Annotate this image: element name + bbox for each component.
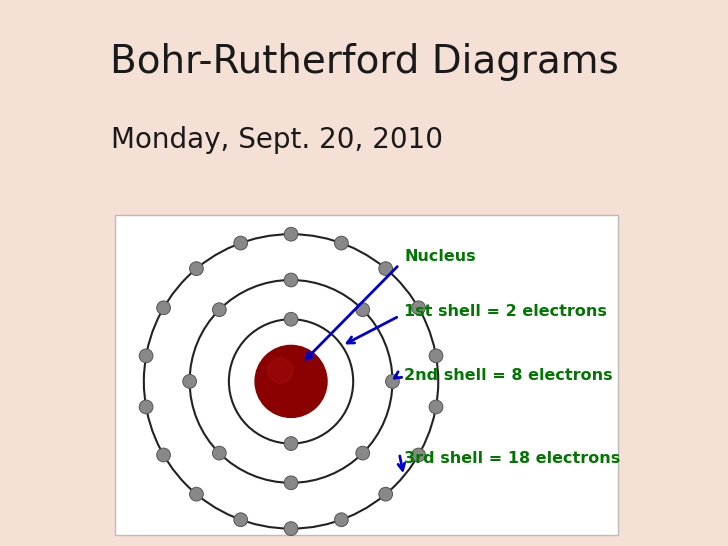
Text: 3rd shell = 18 electrons: 3rd shell = 18 electrons [404, 450, 620, 466]
Circle shape [255, 346, 327, 417]
Circle shape [189, 487, 203, 501]
Circle shape [335, 513, 348, 526]
Circle shape [356, 446, 370, 460]
Circle shape [157, 301, 170, 314]
Circle shape [356, 303, 370, 317]
Circle shape [139, 400, 153, 414]
Text: 2nd shell = 8 electrons: 2nd shell = 8 electrons [404, 367, 613, 383]
Circle shape [183, 375, 197, 388]
Circle shape [335, 236, 348, 250]
Bar [115, 215, 618, 535]
Text: Nucleus: Nucleus [404, 249, 476, 264]
Text: 1st shell = 2 electrons: 1st shell = 2 electrons [404, 304, 607, 318]
Circle shape [284, 437, 298, 450]
Circle shape [379, 262, 392, 276]
Circle shape [284, 273, 298, 287]
Circle shape [379, 487, 392, 501]
Circle shape [284, 522, 298, 536]
Circle shape [234, 513, 248, 526]
Circle shape [284, 227, 298, 241]
Circle shape [234, 236, 248, 250]
Circle shape [213, 303, 226, 317]
Circle shape [189, 262, 203, 276]
Circle shape [429, 349, 443, 363]
Circle shape [213, 446, 226, 460]
Circle shape [386, 375, 400, 388]
Circle shape [284, 312, 298, 326]
Text: Monday, Sept. 20, 2010: Monday, Sept. 20, 2010 [111, 126, 443, 154]
Circle shape [284, 476, 298, 490]
Circle shape [429, 400, 443, 414]
Circle shape [411, 301, 425, 314]
Text: Bohr-Rutherford Diagrams: Bohr-Rutherford Diagrams [110, 43, 618, 81]
Circle shape [268, 358, 293, 383]
Circle shape [411, 448, 425, 462]
Circle shape [139, 349, 153, 363]
Circle shape [157, 448, 170, 462]
